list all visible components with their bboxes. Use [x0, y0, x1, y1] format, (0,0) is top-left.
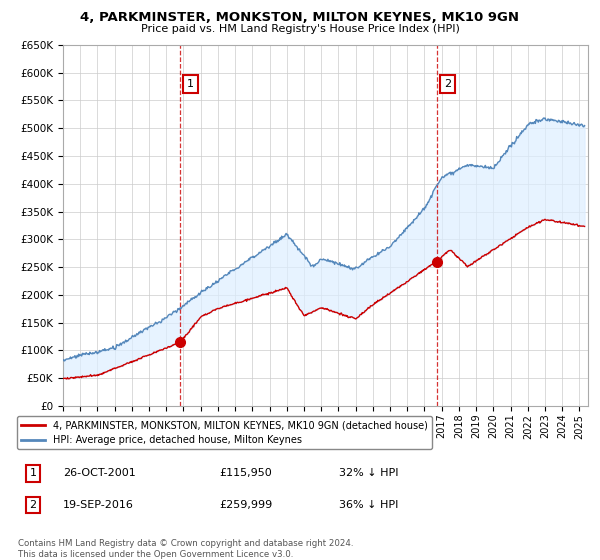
- Text: 32% ↓ HPI: 32% ↓ HPI: [339, 468, 398, 478]
- Text: Contains HM Land Registry data © Crown copyright and database right 2024.
This d: Contains HM Land Registry data © Crown c…: [18, 539, 353, 559]
- Text: 2: 2: [444, 79, 451, 88]
- Text: £115,950: £115,950: [219, 468, 272, 478]
- Text: 26-OCT-2001: 26-OCT-2001: [63, 468, 136, 478]
- Text: 1: 1: [187, 79, 194, 88]
- Text: Price paid vs. HM Land Registry's House Price Index (HPI): Price paid vs. HM Land Registry's House …: [140, 24, 460, 34]
- Text: 19-SEP-2016: 19-SEP-2016: [63, 500, 134, 510]
- Text: 4, PARKMINSTER, MONKSTON, MILTON KEYNES, MK10 9GN: 4, PARKMINSTER, MONKSTON, MILTON KEYNES,…: [80, 11, 520, 24]
- Text: 2: 2: [29, 500, 37, 510]
- Legend: 4, PARKMINSTER, MONKSTON, MILTON KEYNES, MK10 9GN (detached house), HPI: Average: 4, PARKMINSTER, MONKSTON, MILTON KEYNES,…: [17, 417, 431, 449]
- Text: £259,999: £259,999: [219, 500, 272, 510]
- Text: 36% ↓ HPI: 36% ↓ HPI: [339, 500, 398, 510]
- Text: 1: 1: [29, 468, 37, 478]
